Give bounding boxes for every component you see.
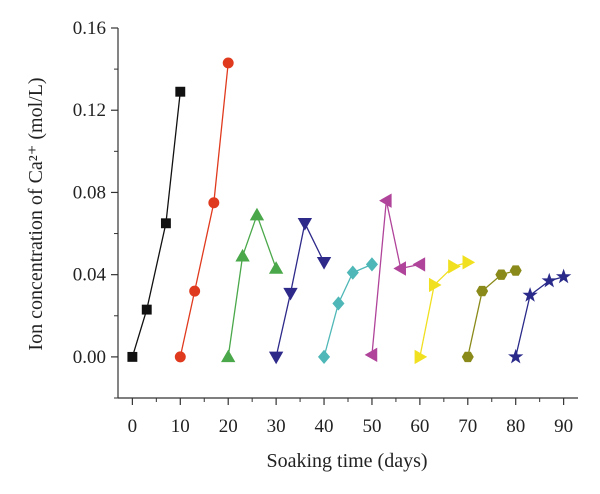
- x-tick-label: 30: [267, 416, 286, 437]
- series-1: [127, 86, 186, 362]
- data-point-diamond: [365, 257, 379, 272]
- y-ticks: 0.00 0.04 0.08 0.12 0.16: [73, 18, 118, 399]
- x-tick-label: 0: [128, 416, 138, 437]
- data-point-triangle-down: [268, 351, 284, 365]
- data-point-square: [141, 304, 152, 315]
- x-tick-label: 10: [171, 416, 190, 437]
- x-tick-label: 80: [506, 416, 525, 437]
- data-point-circle: [222, 57, 234, 69]
- data-point-circle: [208, 197, 220, 209]
- data-point-square: [160, 218, 171, 229]
- data-point-hexagon: [476, 285, 489, 297]
- series-line: [467, 269, 516, 358]
- series-8: [461, 265, 522, 363]
- data-point-diamond: [317, 349, 331, 365]
- series-line: [227, 213, 277, 357]
- data-point-triangle-right: [448, 259, 461, 274]
- x-tick-label: 50: [362, 416, 381, 437]
- series-3: [221, 207, 284, 363]
- data-point-square: [127, 351, 138, 362]
- series-9: [508, 268, 572, 364]
- data-point-triangle-right: [414, 349, 428, 365]
- x-tick-label: 60: [410, 416, 429, 437]
- y-tick-label: 0.16: [73, 18, 106, 39]
- series-line: [179, 62, 229, 358]
- y-tick-label: 0.08: [73, 182, 106, 203]
- y-tick-label: 0.12: [73, 100, 106, 121]
- series-4: [268, 218, 332, 365]
- series-line: [131, 91, 181, 358]
- data-point-hexagon: [495, 269, 508, 280]
- series-layer: [127, 57, 572, 365]
- data-point-triangle-right: [462, 255, 476, 270]
- series-line: [275, 221, 325, 358]
- x-axis-title: Soaking time (days): [266, 450, 427, 472]
- data-point-triangle-left: [412, 257, 426, 272]
- data-point-diamond: [346, 265, 359, 280]
- data-point-triangle-left: [364, 347, 378, 363]
- data-point-circle: [174, 351, 186, 363]
- data-point-triangle-left: [379, 193, 392, 208]
- data-point-star: [522, 287, 538, 302]
- x-ticks: 0 10 20 30 40 50 60 70 80 90: [128, 398, 573, 437]
- series-line: [323, 263, 373, 358]
- data-point-triangle-down: [297, 218, 313, 231]
- series-6: [364, 193, 426, 363]
- data-point-diamond: [332, 296, 345, 311]
- x-tick-label: 90: [554, 416, 573, 437]
- series-line: [515, 276, 564, 358]
- x-tick-label: 70: [458, 416, 477, 437]
- data-point-circle: [189, 285, 201, 297]
- y-tick-label: 0.00: [73, 347, 106, 368]
- y-tick-label: 0.04: [73, 265, 107, 286]
- series-5: [317, 257, 379, 365]
- data-point-hexagon: [461, 351, 474, 363]
- data-point-hexagon: [509, 265, 522, 276]
- x-tick-label: 20: [219, 416, 238, 437]
- x-tick-label: 40: [315, 416, 334, 437]
- data-point-triangle-left: [393, 261, 406, 276]
- axes: [117, 28, 578, 399]
- y-axis-title: Ion concentration of Ca²⁺ (mol/L): [25, 77, 47, 350]
- series-2: [174, 57, 234, 363]
- data-point-triangle-right: [428, 277, 442, 293]
- data-point-triangle-down: [316, 257, 332, 270]
- data-point-triangle-up: [221, 349, 236, 363]
- data-point-triangle-up: [249, 207, 265, 221]
- series-7: [414, 255, 476, 365]
- data-point-star: [508, 348, 524, 364]
- data-point-triangle-down: [283, 287, 298, 301]
- data-point-star: [541, 272, 557, 288]
- data-point-square: [175, 86, 186, 97]
- data-point-star: [555, 268, 572, 284]
- series-line: [371, 200, 421, 355]
- series-line: [419, 261, 468, 358]
- data-point-triangle-up: [235, 248, 250, 262]
- data-point-triangle-up: [268, 261, 284, 274]
